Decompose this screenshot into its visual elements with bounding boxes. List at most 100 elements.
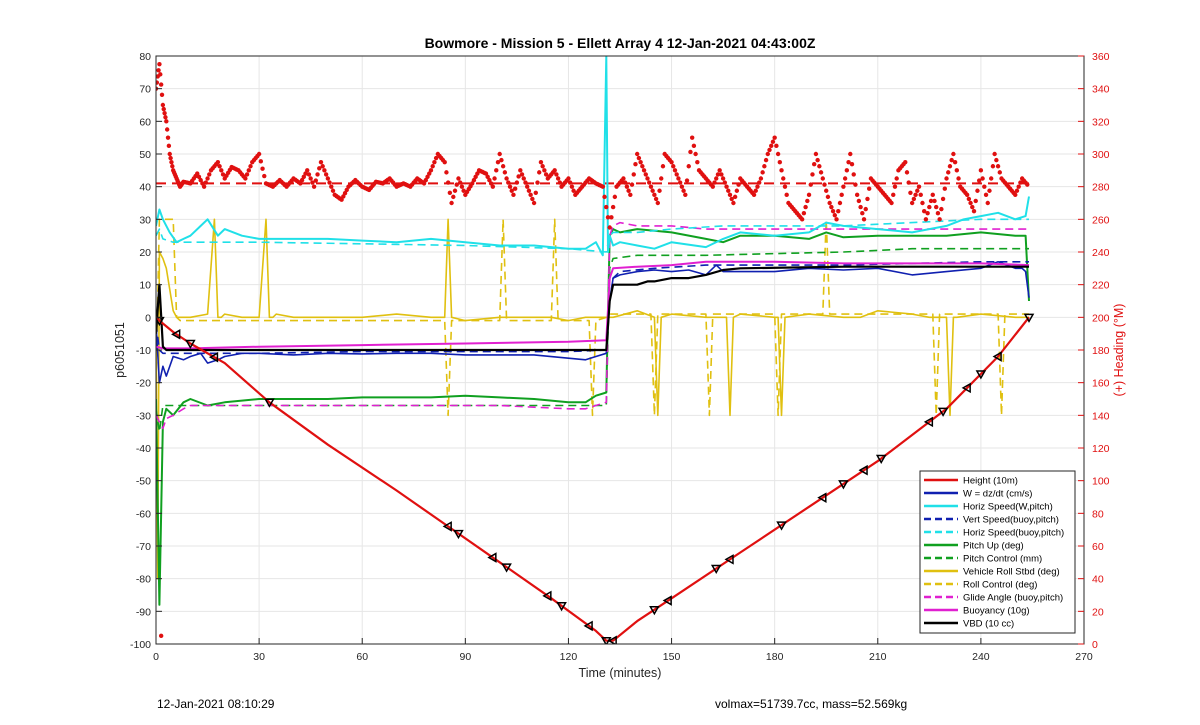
heading-point (523, 180, 528, 185)
heading-point (511, 192, 516, 198)
heading-point (452, 188, 458, 193)
heading-point (982, 184, 987, 189)
heading-point (207, 172, 212, 177)
heading-point (475, 171, 480, 176)
heading-point (538, 159, 544, 165)
heading-point (445, 180, 451, 185)
height-marker (542, 590, 552, 602)
heading-point (956, 176, 961, 181)
y2-tick-label: 40 (1092, 574, 1104, 586)
heading-point (260, 166, 265, 171)
heading-point (851, 172, 856, 177)
series-line-11 (156, 265, 1029, 352)
heading-point (421, 181, 427, 186)
height-marker (208, 351, 219, 363)
heading-point (557, 180, 563, 185)
heading-point (163, 115, 168, 120)
heading-point (853, 182, 858, 187)
y-tick-label: -70 (136, 541, 151, 553)
heading-point (927, 204, 932, 210)
heading-point (674, 172, 679, 177)
heading-point (714, 176, 719, 181)
height-marker (171, 329, 181, 340)
x-tick-label: 30 (253, 651, 265, 663)
legend-entry: Vehicle Roll Stbd (deg) (963, 567, 1060, 578)
heading-point (537, 170, 542, 175)
heading-point (502, 170, 508, 175)
heading-point (329, 184, 334, 189)
heading-point (805, 198, 810, 204)
y-axis-label: p6051051 (113, 322, 127, 378)
heading-point (684, 178, 690, 183)
heading-point (244, 172, 250, 177)
heading-point (305, 168, 310, 173)
heading-point (921, 208, 927, 214)
heading-point (691, 143, 697, 149)
heading-point (320, 164, 325, 169)
heading-point (629, 182, 635, 187)
y-tick-label: 30 (139, 214, 151, 226)
heading-point (770, 139, 776, 144)
heading-point (640, 164, 645, 169)
legend-entry: Pitch Up (deg) (963, 541, 1024, 552)
heading-point (822, 182, 827, 187)
heading-point (485, 174, 490, 180)
heading-point (818, 170, 824, 175)
heading-point (451, 194, 456, 200)
heading-point (863, 206, 868, 212)
heading-point (731, 200, 736, 206)
heading-point (683, 192, 688, 198)
heading-point (156, 80, 160, 85)
heading-point (566, 176, 571, 181)
heading-point (492, 176, 497, 181)
heading-point (604, 204, 609, 210)
legend-entry: W = dz/dt (cm/s) (963, 489, 1032, 500)
heading-point (715, 172, 721, 177)
heading-point (1014, 188, 1020, 193)
heading-point (306, 172, 312, 177)
heading-point (968, 200, 973, 206)
heading-point (865, 196, 870, 202)
heading-point (944, 176, 949, 181)
heading-point (634, 151, 640, 157)
heading-point (751, 192, 757, 198)
legend-entry: Pitch Control (mm) (963, 554, 1042, 565)
series-line-5 (156, 228, 1030, 606)
y2-tick-label: 60 (1092, 541, 1104, 553)
heading-point (495, 159, 501, 165)
heading-point (710, 184, 715, 189)
heading-point (473, 174, 478, 180)
heading-point (689, 135, 695, 140)
heading-point (339, 197, 344, 202)
heading-point (159, 92, 165, 97)
y-tick-label: 10 (139, 280, 151, 292)
heading-point (262, 173, 267, 179)
heading-point (531, 200, 537, 206)
heading-point (889, 200, 894, 206)
heading-point (301, 174, 306, 180)
heading-point (909, 200, 915, 206)
heading-point (829, 204, 834, 210)
heading-point (841, 184, 846, 189)
height-marker (607, 635, 617, 644)
heading-point (688, 149, 693, 155)
heading-point (444, 170, 449, 175)
heading-point (641, 168, 647, 173)
heading-point (808, 182, 813, 187)
heading-point (908, 190, 913, 195)
heading-point (342, 191, 348, 196)
heading-point (156, 68, 161, 73)
heading-point (322, 168, 327, 173)
heading-point (160, 102, 166, 108)
height-marker (442, 521, 452, 532)
legend-entry: VBD (10 cc) (963, 619, 1014, 630)
heading-point (817, 164, 822, 169)
heading-point (626, 188, 631, 193)
y-tick-label: -10 (136, 345, 151, 357)
heading-point (966, 196, 972, 202)
heading-point (600, 184, 606, 189)
y-tick-label: -60 (136, 508, 151, 520)
heading-point (311, 184, 317, 189)
heading-point (772, 135, 777, 140)
